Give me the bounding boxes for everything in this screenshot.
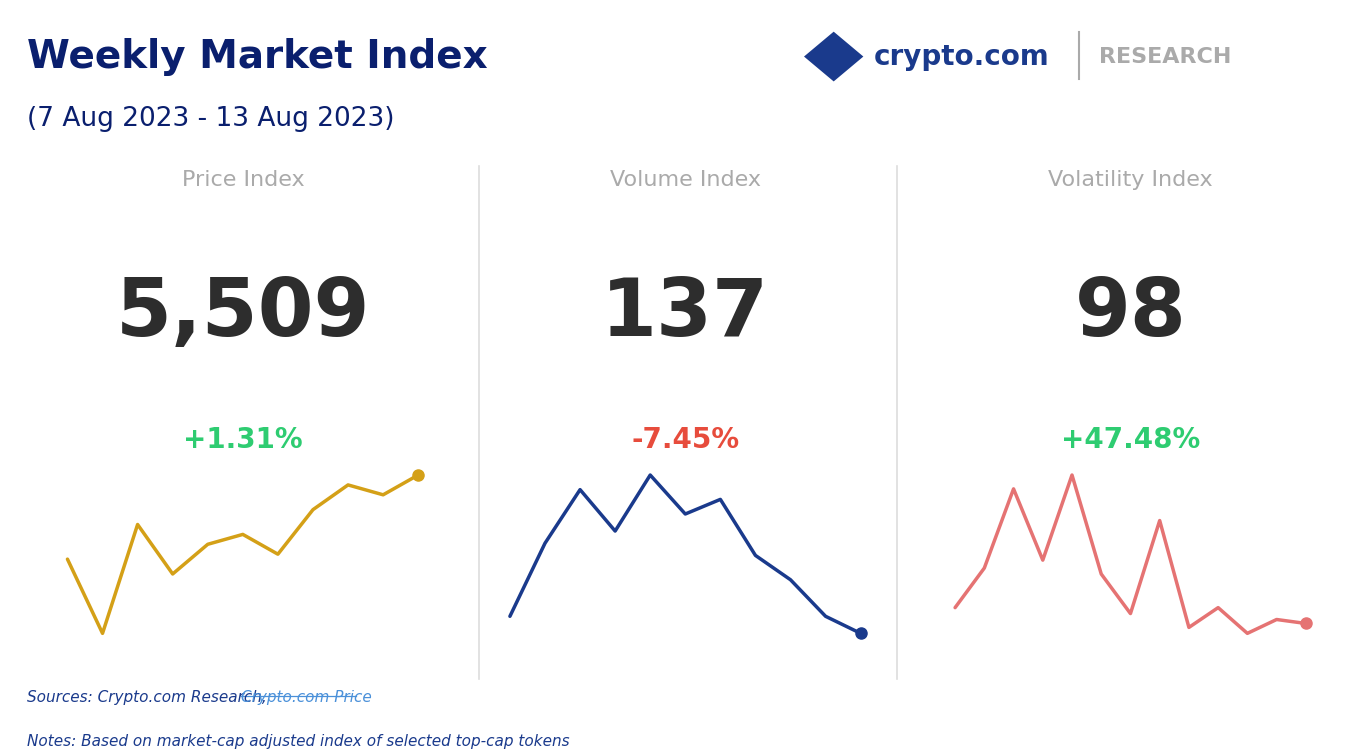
Text: (7 Aug 2023 - 13 Aug 2023): (7 Aug 2023 - 13 Aug 2023) [27,106,394,131]
Text: Volatility Index: Volatility Index [1048,170,1213,190]
Text: -7.45%: -7.45% [631,426,739,454]
Text: RESEARCH: RESEARCH [1099,47,1232,66]
Text: Volume Index: Volume Index [610,170,761,190]
Text: 137: 137 [602,275,769,353]
Text: +47.48%: +47.48% [1060,426,1201,454]
Text: Price Index: Price Index [182,170,304,190]
Text: 5,509: 5,509 [116,275,370,353]
Text: +1.31%: +1.31% [183,426,302,454]
Text: crypto.com: crypto.com [874,42,1050,71]
Text: Notes: Based on market-cap adjusted index of selected top-cap tokens: Notes: Based on market-cap adjusted inde… [27,734,569,749]
Text: 98: 98 [1075,275,1186,353]
Text: Weekly Market Index: Weekly Market Index [27,38,488,75]
Polygon shape [804,32,863,81]
Text: Crypto.com Price: Crypto.com Price [241,690,372,705]
Text: Sources: Crypto.com Research,: Sources: Crypto.com Research, [27,690,271,705]
